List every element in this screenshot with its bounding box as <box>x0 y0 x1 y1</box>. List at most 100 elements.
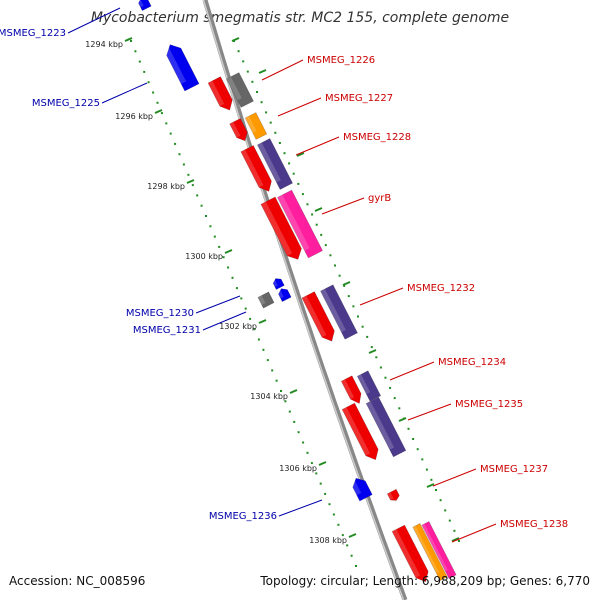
tick-dot <box>332 513 335 516</box>
tick-dot <box>244 307 247 310</box>
label-leader <box>359 287 404 306</box>
tick-dot <box>280 390 282 392</box>
tick-dot <box>262 348 265 351</box>
tick-dot <box>425 468 428 471</box>
gene-MSMEG_1234 <box>356 370 382 402</box>
tick-dot <box>275 379 278 382</box>
gene-label-forward: MSMEG_1234 <box>438 357 506 368</box>
tick-label: 1306 kbp <box>279 464 317 473</box>
tick-dot <box>346 544 349 547</box>
label-leader <box>407 403 452 421</box>
gene-MSMEG_1238-b <box>421 521 457 579</box>
cds-MSMEG_1226 <box>207 76 233 111</box>
tick-dot <box>384 376 387 379</box>
gene-MSMEG_1238-a <box>412 523 448 581</box>
tick-dot <box>147 81 150 84</box>
cds-gyrB <box>260 196 302 260</box>
tick-dot <box>393 397 396 400</box>
cds-MSMEG_1230-a <box>271 278 285 290</box>
tick-dot <box>283 152 286 155</box>
tick-dot <box>347 295 350 298</box>
label-leader <box>432 468 477 487</box>
genome-summary-text: Topology: circular; Length: 6,988,209 bp… <box>260 574 590 588</box>
tick-label: 1294 kbp <box>85 40 123 49</box>
tick-dot <box>165 122 168 125</box>
tick-dot <box>178 153 181 156</box>
tick-dot <box>338 274 341 277</box>
tick-dot <box>182 163 185 166</box>
label-leader <box>321 197 365 215</box>
gene-MSMEG_1228 <box>257 138 293 190</box>
tick-dot <box>334 264 336 267</box>
tick-label: 1298 kbp <box>147 182 185 191</box>
tick-dot <box>306 203 309 206</box>
tick-dot <box>350 554 353 557</box>
gene-label-reverse: MSMEG_1223 <box>0 28 66 39</box>
gene-gyrB <box>277 189 323 259</box>
inner-tick <box>368 349 377 354</box>
tick-dot <box>337 523 340 526</box>
cds-MSMEG_1223 <box>136 0 152 12</box>
tick-dot <box>191 184 194 187</box>
cds-MSMEG_1234 <box>340 375 362 404</box>
tick-dot <box>152 91 155 94</box>
tick-dot <box>343 284 346 287</box>
label-leader <box>451 523 497 543</box>
gene-label-reverse: MSMEG_1225 <box>32 98 100 109</box>
tick-dot <box>256 91 258 93</box>
tick-dot <box>329 254 332 257</box>
cds-MSMEG_1235 <box>341 402 379 461</box>
tick-dot <box>235 287 238 290</box>
tick-dot <box>361 325 364 328</box>
gene-MSMEG_1231 <box>257 291 275 309</box>
tick-dot <box>265 111 268 114</box>
accession-text: Accession: NC_008596 <box>9 574 146 588</box>
tick-dot <box>240 297 243 300</box>
tick-dot <box>319 482 322 485</box>
major-tick <box>289 389 298 394</box>
tick-dot <box>242 60 245 63</box>
tick-dot <box>187 173 190 176</box>
tick-dot <box>315 223 318 226</box>
tick-dot <box>209 225 212 228</box>
tick-dot <box>284 400 287 403</box>
major-tick <box>224 249 233 254</box>
major-tick <box>258 319 267 324</box>
gene-MSMEG_1232 <box>320 284 358 340</box>
tick-dot <box>160 112 163 115</box>
cds-MSMEG_1228 <box>240 145 272 192</box>
gene-label-forward: MSMEG_1226 <box>307 55 375 66</box>
gene-label-forward: MSMEG_1228 <box>343 132 411 143</box>
inner-tick <box>451 537 460 542</box>
tick-dot <box>200 204 203 207</box>
gene-MSMEG_1235 <box>365 396 407 458</box>
label-leader <box>202 311 247 331</box>
gene-MSMEG_1226 <box>226 72 254 108</box>
tick-dot <box>218 245 221 248</box>
tick-dot <box>288 162 291 165</box>
tick-dot <box>257 338 260 341</box>
tick-dot <box>246 70 249 73</box>
map-title: Mycobacterium smegmatis str. MC2 155, co… <box>91 10 509 26</box>
tick-dot <box>297 431 300 434</box>
cds-MSMEG_1232 <box>301 291 335 342</box>
tick-dot <box>293 420 296 423</box>
cds-MSMEG_1237 <box>386 488 400 501</box>
tick-dot <box>444 509 447 512</box>
tick-dot <box>352 305 355 308</box>
tick-dot <box>260 101 263 104</box>
tick-dot <box>435 489 437 491</box>
label-leader <box>101 82 148 104</box>
tick-dot <box>292 172 295 175</box>
tick-dot <box>421 458 424 461</box>
backbone-line <box>202 0 408 600</box>
label-leader <box>295 136 340 156</box>
label-leader <box>277 97 322 117</box>
tick-dot <box>370 346 373 349</box>
label-leader <box>278 499 323 517</box>
inner-tick <box>258 69 267 74</box>
major-tick <box>348 533 357 538</box>
major-tick <box>186 179 195 184</box>
tick-dot <box>320 233 323 236</box>
